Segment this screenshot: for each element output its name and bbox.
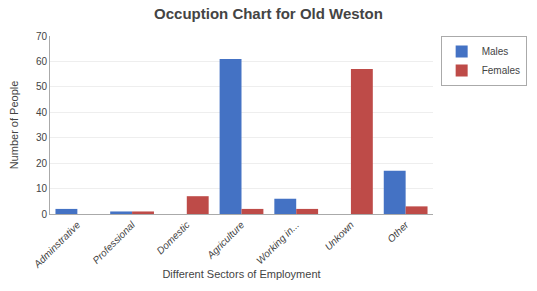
svg-text:Number of People: Number of People: [8, 81, 20, 170]
svg-text:20: 20: [36, 158, 48, 169]
svg-text:Other: Other: [385, 219, 411, 245]
svg-text:70: 70: [36, 31, 48, 42]
svg-text:Unkown: Unkown: [323, 219, 357, 253]
svg-text:0: 0: [41, 209, 47, 220]
svg-text:Different Sectors of Employmen: Different Sectors of Employment: [162, 268, 320, 280]
svg-text:60: 60: [36, 56, 48, 67]
svg-text:Working in...: Working in...: [254, 219, 301, 266]
svg-text:Agriculture: Agriculture: [204, 219, 247, 262]
svg-text:Males: Males: [482, 46, 509, 57]
svg-text:Occuption Chart for Old Weston: Occuption Chart for Old Weston: [154, 5, 383, 22]
svg-text:30: 30: [36, 132, 48, 143]
svg-text:10: 10: [36, 183, 48, 194]
svg-text:40: 40: [36, 107, 48, 118]
svg-text:Professional: Professional: [90, 219, 137, 266]
svg-text:Females: Females: [482, 65, 520, 76]
svg-text:50: 50: [36, 81, 48, 92]
svg-text:Domestic: Domestic: [154, 219, 191, 256]
svg-text:Adminstrative: Adminstrative: [31, 219, 83, 271]
